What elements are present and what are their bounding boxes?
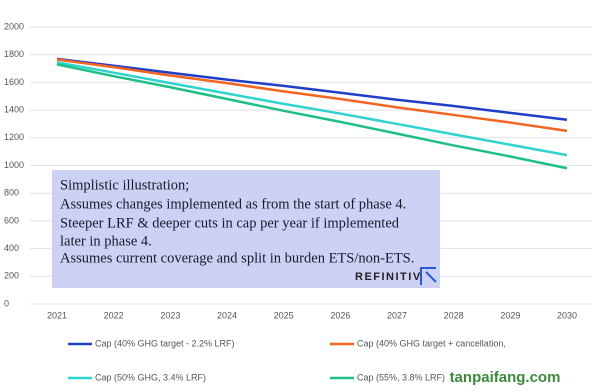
x-tick-label: 2025 bbox=[274, 310, 294, 320]
x-tick-label: 2028 bbox=[444, 310, 464, 320]
x-tick-label: 2027 bbox=[387, 310, 407, 320]
y-tick-label: 200 bbox=[4, 271, 19, 281]
annotation: Assumes current coverage and split in bu… bbox=[60, 250, 414, 266]
y-tick-label: 1800 bbox=[4, 49, 24, 59]
y-tick-label: 0 bbox=[4, 298, 9, 308]
watermark: tanpaifang.com bbox=[450, 369, 561, 386]
y-tick-label: 400 bbox=[4, 243, 19, 253]
legend-label: Cap (40% GHG target - 2.2% LRF) bbox=[95, 338, 235, 348]
x-tick-label: 2024 bbox=[217, 310, 237, 320]
y-tick-label: 1600 bbox=[4, 77, 24, 87]
annotation: Assumes changes implemented as from the … bbox=[60, 196, 406, 212]
logo-icon bbox=[420, 267, 437, 285]
series-line bbox=[56, 61, 568, 157]
y-tick-label: 1400 bbox=[4, 104, 24, 114]
series-line bbox=[56, 57, 568, 122]
source-logo: REFINITIV bbox=[355, 271, 422, 283]
y-tick-label: 600 bbox=[4, 215, 19, 225]
x-tick-label: 2030 bbox=[557, 310, 577, 320]
legend-label: Cap (40% GHG target + cancellation, bbox=[357, 338, 506, 348]
x-tick-label: 2023 bbox=[160, 310, 180, 320]
x-tick-label: 2022 bbox=[104, 310, 124, 320]
annotation: later in phase 4. bbox=[60, 233, 152, 249]
annotation-box bbox=[52, 170, 440, 288]
legend-label: Cap (50% GHG, 3.4% LRF) bbox=[95, 372, 206, 382]
series-line bbox=[56, 58, 568, 133]
series-line bbox=[56, 63, 568, 170]
y-tick-label: 800 bbox=[4, 188, 19, 198]
y-tick-label: 1200 bbox=[4, 132, 24, 142]
x-tick-label: 2026 bbox=[330, 310, 350, 320]
annotation: Steeper LRF & deeper cuts in cap per yea… bbox=[60, 215, 400, 231]
annotation: Simplistic illustration; bbox=[60, 177, 189, 193]
x-tick-label: 2029 bbox=[500, 310, 520, 320]
legend-label: Cap (55%, 3.8% LRF) bbox=[357, 372, 445, 382]
y-tick-label: 1000 bbox=[4, 160, 24, 170]
y-tick-label: 2000 bbox=[4, 21, 24, 31]
x-tick-label: 2021 bbox=[47, 310, 67, 320]
